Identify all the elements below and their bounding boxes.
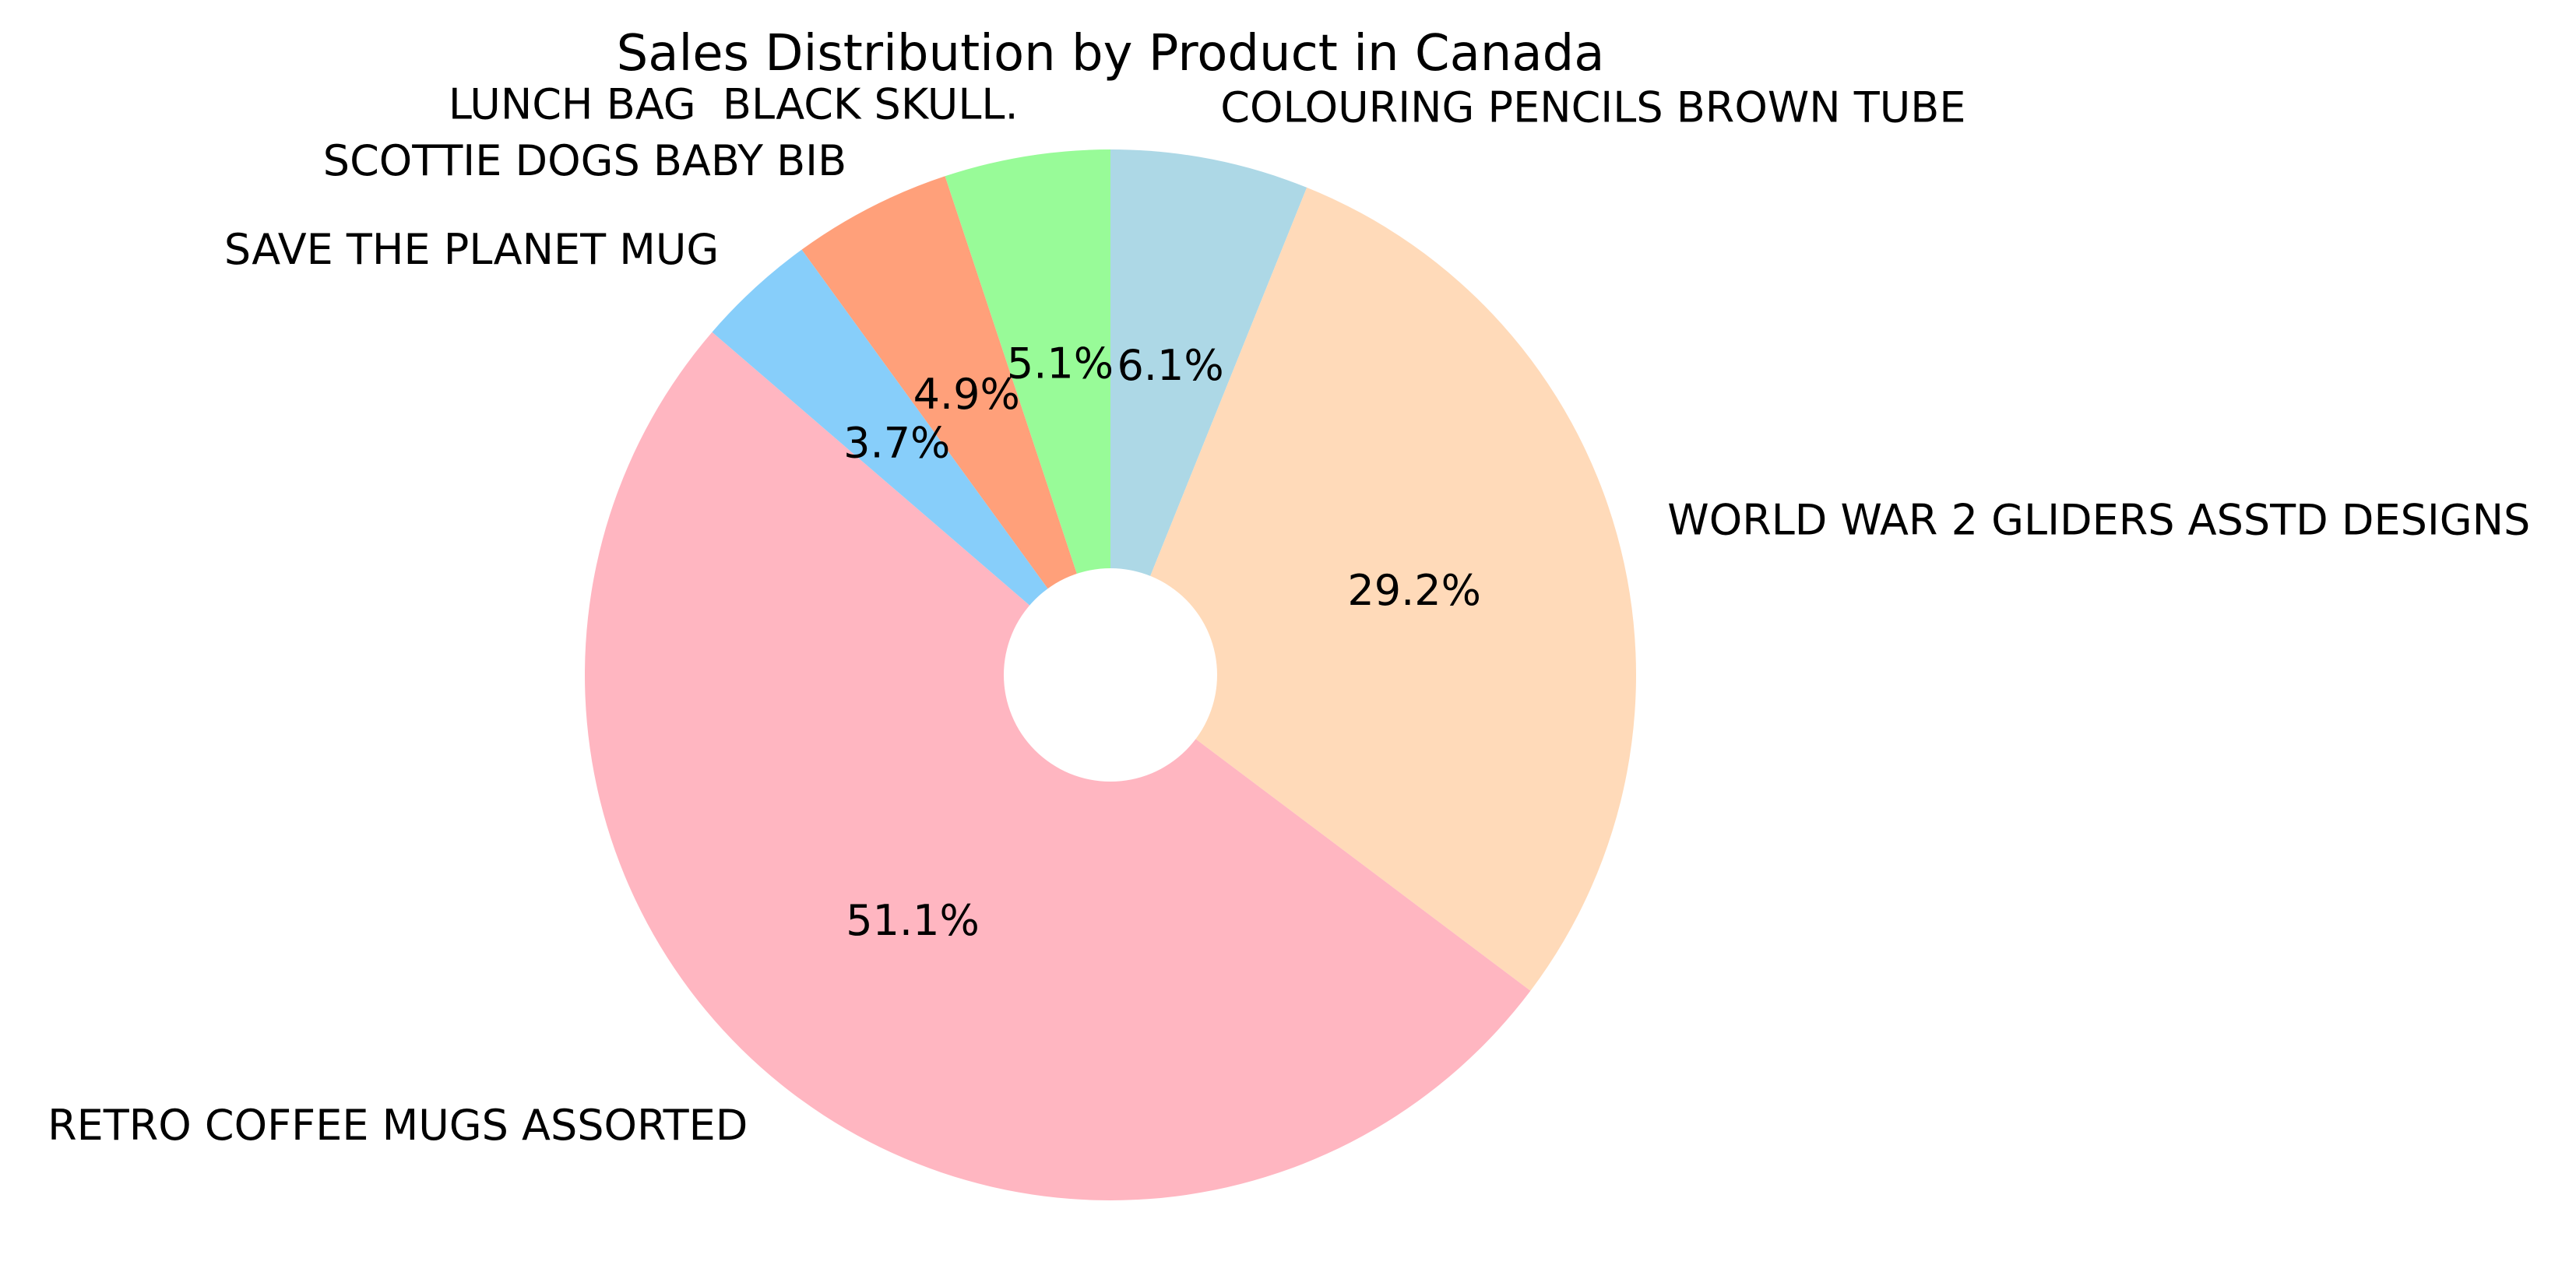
donut-hole — [1004, 568, 1217, 782]
category-label: LUNCH BAG BLACK SKULL. — [449, 79, 1019, 128]
pie-slice-save-the-planet-mug — [712, 249, 1110, 675]
category-label: SAVE THE PLANET MUG — [224, 225, 719, 274]
pie-slice-colouring-pencils-brown-tube — [1110, 149, 1307, 675]
category-labels-group: COLOURING PENCILS BROWN TUBE WORLD WAR 2 … — [48, 79, 2530, 1149]
percent-label: 4.9% — [913, 370, 1020, 419]
pie-slice-lunch-bag-black-skull — [945, 149, 1110, 675]
percent-label: 6.1% — [1117, 341, 1223, 390]
percent-label: 29.2% — [1347, 566, 1481, 615]
pie-slice-world-war-2-gliders-asstd-designs — [1110, 187, 1636, 991]
percent-label: 51.1% — [846, 896, 980, 945]
category-label: COLOURING PENCILS BROWN TUBE — [1220, 83, 1965, 132]
percent-label: 5.1% — [1007, 339, 1114, 388]
category-label: RETRO COFFEE MUGS ASSORTED — [48, 1101, 748, 1150]
percent-label: 3.7% — [843, 418, 950, 467]
category-label: SCOTTIE DOGS BABY BIB — [323, 136, 846, 185]
pie-slice-scottie-dogs-baby-bib — [801, 176, 1110, 676]
slices-group — [584, 149, 1636, 1201]
chart-title: Sales Distribution by Product in Canada — [617, 25, 1605, 83]
percent-labels-group: 6.1% 29.2% 51.1% 3.7%4.9%5.1% — [843, 339, 1481, 945]
category-label: WORLD WAR 2 GLIDERS ASSTD DESIGNS — [1667, 495, 2530, 544]
